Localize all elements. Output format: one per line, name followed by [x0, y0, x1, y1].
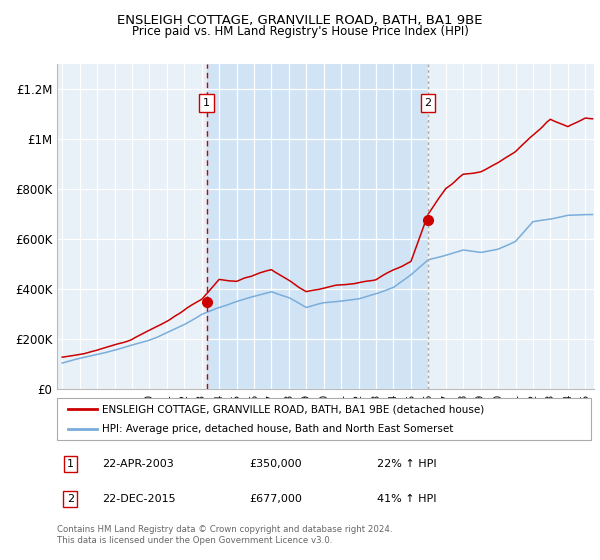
Text: 41% ↑ HPI: 41% ↑ HPI — [377, 494, 437, 504]
Text: £350,000: £350,000 — [249, 459, 302, 469]
Text: Price paid vs. HM Land Registry's House Price Index (HPI): Price paid vs. HM Land Registry's House … — [131, 25, 469, 38]
FancyBboxPatch shape — [57, 398, 591, 440]
Text: 22% ↑ HPI: 22% ↑ HPI — [377, 459, 437, 469]
Text: 1: 1 — [67, 459, 74, 469]
Text: 2: 2 — [67, 494, 74, 504]
Text: Contains HM Land Registry data © Crown copyright and database right 2024.
This d: Contains HM Land Registry data © Crown c… — [57, 525, 392, 545]
Text: HPI: Average price, detached house, Bath and North East Somerset: HPI: Average price, detached house, Bath… — [103, 424, 454, 434]
Text: £677,000: £677,000 — [249, 494, 302, 504]
Text: ENSLEIGH COTTAGE, GRANVILLE ROAD, BATH, BA1 9BE (detached house): ENSLEIGH COTTAGE, GRANVILLE ROAD, BATH, … — [103, 404, 485, 414]
Bar — [207, 64, 428, 389]
Text: 22-APR-2003: 22-APR-2003 — [103, 459, 174, 469]
Text: 2: 2 — [424, 99, 431, 109]
Text: 22-DEC-2015: 22-DEC-2015 — [103, 494, 176, 504]
Text: 1: 1 — [203, 99, 210, 109]
Text: ENSLEIGH COTTAGE, GRANVILLE ROAD, BATH, BA1 9BE: ENSLEIGH COTTAGE, GRANVILLE ROAD, BATH, … — [117, 14, 483, 27]
